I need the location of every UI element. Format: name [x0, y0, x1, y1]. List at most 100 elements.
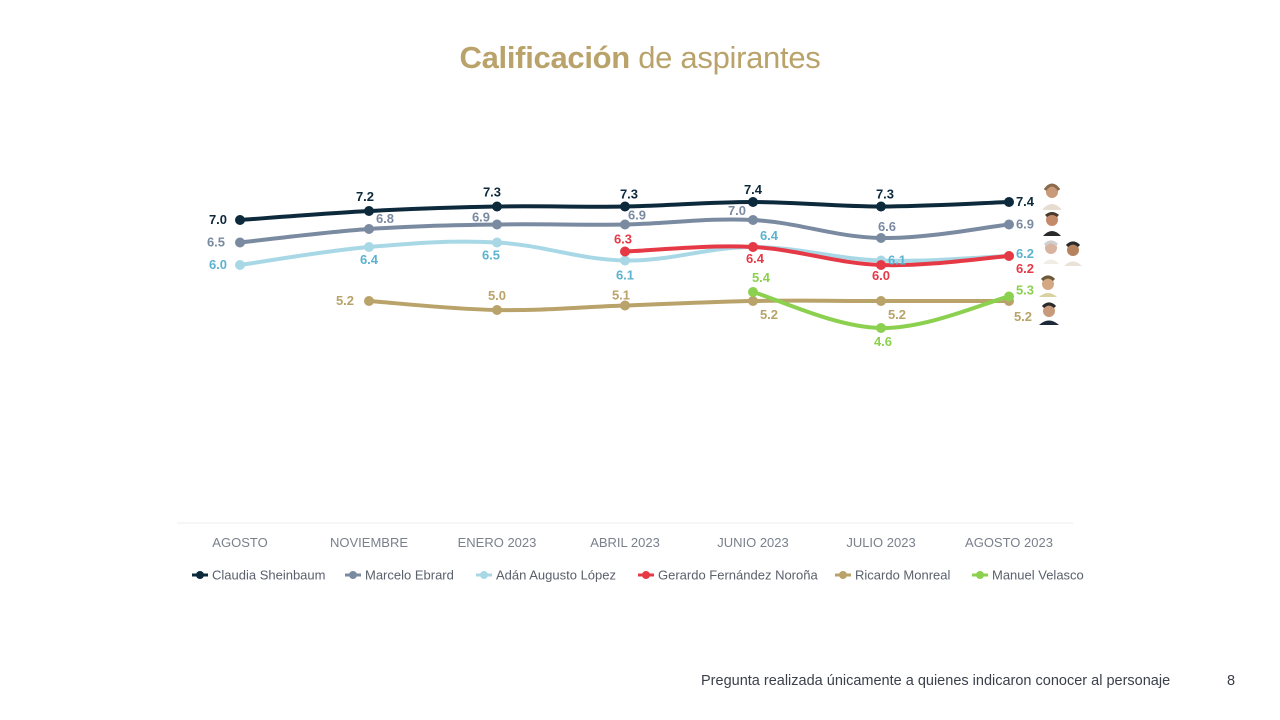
data-label-adan-augusto-lopez: 6.5	[482, 248, 500, 263]
labels-layer: 5.2 5.0 5.15.2 5.2 5.26.0 6.4 6.56.16.46.1 6.26…	[207, 182, 1035, 349]
series-line-ricardo-monreal	[367, 298, 1011, 313]
legend-marker	[196, 571, 204, 579]
data-point-marcelo-ebrard	[620, 219, 630, 230]
title-rest: de aspirantes	[629, 40, 821, 75]
data-label-marcelo-ebrard: 6.8	[376, 211, 394, 226]
x-tick-label: JUNIO 2023	[717, 535, 789, 550]
legend-item-claudia-sheinbaum[interactable]: Claudia Sheinbaum	[192, 568, 325, 583]
series-layer	[235, 197, 1014, 333]
data-point-marcelo-ebrard	[876, 233, 886, 243]
data-label-adan-augusto-lopez: 6.1	[616, 268, 634, 283]
avatars	[1039, 183, 1082, 325]
data-point-ricardo-monreal	[364, 296, 374, 306]
x-tick-label: JULIO 2023	[846, 535, 915, 550]
legend-item-manuel-velasco[interactable]: Manuel Velasco	[972, 568, 1084, 583]
data-label-adan-augusto-lopez: 6.2	[1016, 246, 1034, 261]
data-point-gerardo-fernandez-norona	[748, 242, 758, 252]
legend-marker	[642, 571, 650, 579]
page-number: 8	[1227, 673, 1236, 689]
data-point-claudia-sheinbaum	[364, 206, 374, 216]
data-point-adan-augusto-lopez	[235, 260, 245, 270]
data-point-gerardo-fernandez-norona	[620, 246, 630, 257]
data-label-gerardo-fernandez-norona: 6.0	[872, 268, 890, 283]
data-point-ricardo-monreal	[748, 296, 758, 306]
data-label-gerardo-fernandez-norona: 6.3	[614, 232, 632, 247]
data-point-claudia-sheinbaum	[1004, 197, 1014, 207]
x-tick-label: AGOSTO	[212, 535, 267, 550]
data-point-manuel-velasco	[1004, 291, 1014, 302]
data-label-marcelo-ebrard: 6.5	[207, 235, 225, 250]
legend-marker	[839, 571, 847, 579]
data-point-adan-augusto-lopez	[492, 237, 502, 248]
data-label-claudia-sheinbaum: 7.3	[876, 187, 894, 202]
avatar-gerardo-icon	[1064, 241, 1082, 266]
data-label-adan-augusto-lopez: 6.4	[760, 228, 779, 243]
legend-label: Manuel Velasco	[992, 568, 1084, 583]
data-label-manuel-velasco: 5.4	[752, 270, 771, 285]
data-label-ricardo-monreal: 5.0	[488, 288, 506, 303]
legend-label: Ricardo Monreal	[855, 568, 950, 583]
data-label-marcelo-ebrard: 6.9	[628, 208, 646, 223]
x-tick-label: AGOSTO 2023	[965, 535, 1053, 550]
data-label-claudia-sheinbaum: 7.4	[1016, 194, 1035, 209]
legend-item-marcelo-ebrard[interactable]: Marcelo Ebrard	[345, 568, 454, 583]
data-point-ricardo-monreal	[876, 296, 886, 306]
avatar-adan-icon	[1043, 240, 1059, 264]
legend-label: Marcelo Ebrard	[365, 568, 454, 583]
data-point-ricardo-monreal	[620, 300, 630, 311]
x-tick-label: ABRIL 2023	[590, 535, 660, 550]
legend-item-ricardo-monreal[interactable]: Ricardo Monreal	[835, 568, 950, 583]
data-point-claudia-sheinbaum	[748, 197, 758, 207]
data-point-adan-augusto-lopez	[620, 255, 630, 266]
legend-item-adan-augusto-lopez[interactable]: Adán Augusto López	[476, 568, 616, 583]
legend: Claudia Sheinbaum Marcelo Ebrard Adán Augu…	[192, 568, 1084, 583]
data-label-marcelo-ebrard: 6.6	[878, 219, 896, 234]
data-label-marcelo-ebrard: 6.9	[472, 210, 490, 225]
data-point-gerardo-fernandez-norona	[1004, 251, 1014, 261]
legend-label: Adán Augusto López	[496, 568, 616, 583]
x-tick-label: NOVIEMBRE	[330, 535, 408, 550]
legend-marker	[976, 571, 984, 579]
data-label-ricardo-monreal: 5.2	[336, 293, 354, 308]
data-point-marcelo-ebrard	[748, 215, 758, 225]
data-label-manuel-velasco: 4.6	[874, 334, 892, 349]
data-label-claudia-sheinbaum: 7.4	[744, 182, 763, 197]
data-label-adan-augusto-lopez: 6.1	[888, 253, 906, 268]
avatar-marcelo-icon	[1043, 212, 1061, 236]
avatar-manuel-icon	[1039, 275, 1057, 297]
data-point-marcelo-ebrard	[492, 219, 502, 230]
data-label-claudia-sheinbaum: 7.0	[209, 212, 227, 227]
series-line-gerardo-fernandez-norona	[623, 244, 1011, 268]
legend-marker	[349, 571, 357, 579]
data-point-adan-augusto-lopez	[364, 242, 374, 252]
data-point-claudia-sheinbaum	[876, 201, 886, 212]
data-point-manuel-velasco	[876, 323, 886, 333]
data-point-claudia-sheinbaum	[492, 201, 502, 212]
data-label-gerardo-fernandez-norona: 6.2	[1016, 261, 1034, 276]
legend-label: Gerardo Fernández Noroña	[658, 568, 818, 583]
chart-title: Calificación de aspirantes	[0, 40, 1280, 76]
data-label-ricardo-monreal: 5.2	[888, 307, 906, 322]
data-label-marcelo-ebrard: 7.0	[728, 203, 746, 218]
data-label-gerardo-fernandez-norona: 6.4	[746, 251, 765, 266]
x-ticks: AGOSTO NOVIEMBRE ENERO 2023 ABRIL 2023 JUNIO…	[212, 535, 1053, 550]
data-point-marcelo-ebrard	[235, 237, 245, 248]
data-label-claudia-sheinbaum: 7.2	[356, 189, 374, 204]
data-point-claudia-sheinbaum	[620, 201, 630, 212]
legend-item-gerardo-fernandez-norona[interactable]: Gerardo Fernández Noroña	[638, 568, 818, 583]
data-point-gerardo-fernandez-norona	[876, 260, 886, 270]
data-label-adan-augusto-lopez: 6.4	[360, 252, 379, 267]
data-label-ricardo-monreal: 5.2	[760, 307, 778, 322]
avatar-ricardo-icon	[1039, 302, 1059, 325]
title-bold: Calificación	[459, 40, 631, 75]
legend-marker	[480, 571, 488, 579]
data-label-adan-augusto-lopez: 6.0	[209, 257, 227, 272]
data-point-ricardo-monreal	[492, 305, 502, 315]
legend-label: Claudia Sheinbaum	[212, 568, 325, 583]
data-label-ricardo-monreal: 5.2	[1014, 309, 1032, 324]
data-label-marcelo-ebrard: 6.9	[1016, 217, 1034, 232]
data-point-marcelo-ebrard	[1004, 219, 1014, 230]
data-point-marcelo-ebrard	[364, 224, 374, 234]
x-tick-label: ENERO 2023	[458, 535, 537, 550]
footnote: Pregunta realizada únicamente a quienes …	[701, 673, 1171, 689]
